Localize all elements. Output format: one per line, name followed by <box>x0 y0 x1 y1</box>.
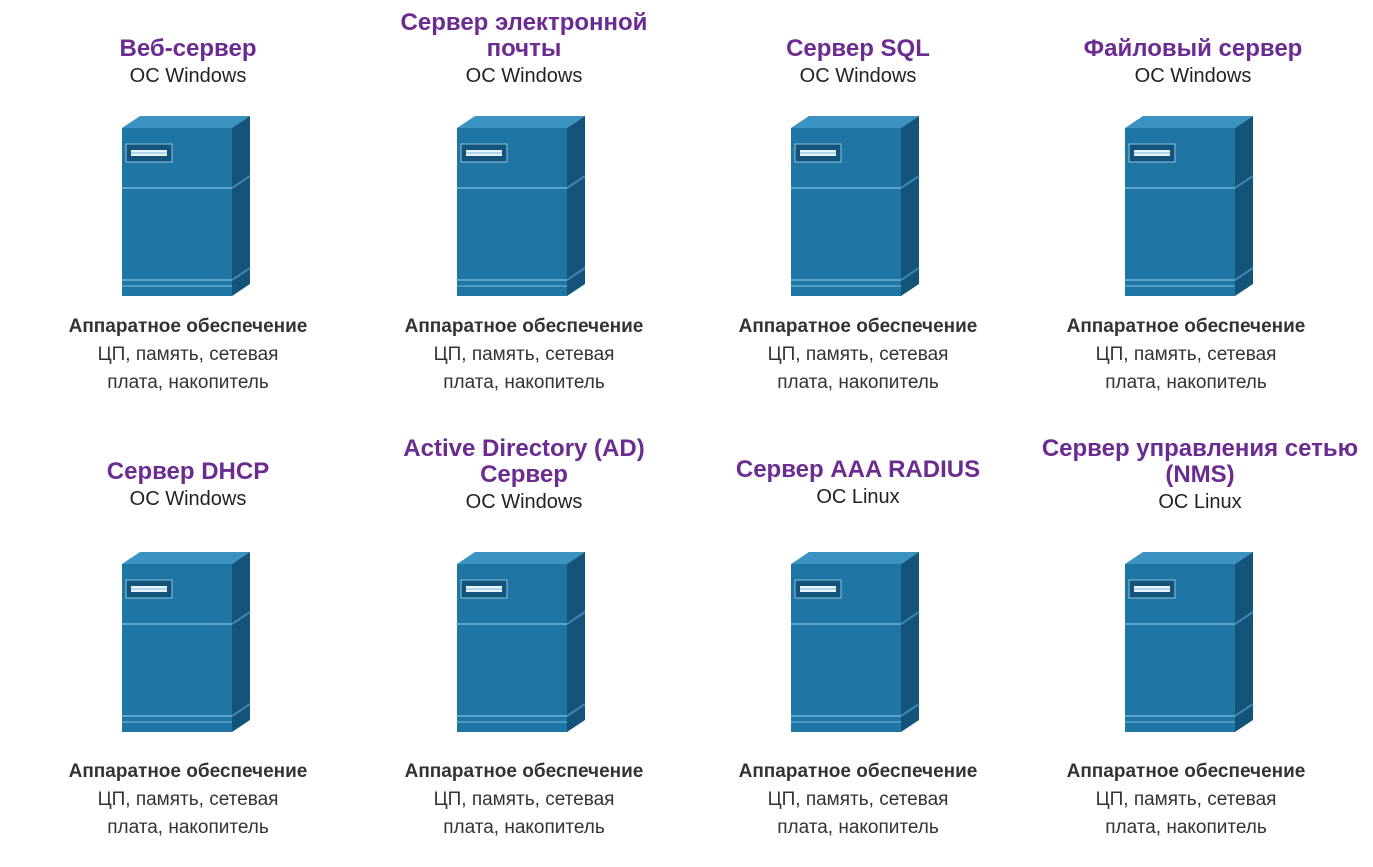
server-title-block: Сервер AAA RADIUS ОС Linux <box>683 457 1033 509</box>
hardware-title: Аппаратное обеспечение <box>68 761 308 782</box>
hardware-desc: ЦП, память, сетевая плата, накопитель <box>97 789 279 838</box>
hardware-caption: Аппаратное обеспечение ЦП, память, сетев… <box>1011 313 1361 397</box>
hardware-title: Аппаратное обеспечение <box>1066 761 1306 782</box>
hardware-desc: ЦП, память, сетевая плата, накопитель <box>1095 344 1277 393</box>
server-tower-icon <box>456 115 586 297</box>
server-title-block: Сервер DHCP ОС Windows <box>13 459 363 511</box>
hardware-desc: ЦП, память, сетевая плата, накопитель <box>1095 789 1277 838</box>
server-tower-icon <box>790 551 920 733</box>
server-tower-icon <box>456 551 586 733</box>
server-title-block: Сервер управления сетью (NMS) ОС Linux <box>1025 436 1373 514</box>
server-os: ОС Linux <box>816 486 900 508</box>
hardware-title: Аппаратное обеспечение <box>1066 316 1306 337</box>
hardware-title: Аппаратное обеспечение <box>738 761 978 782</box>
server-title: Сервер DHCP <box>106 458 270 485</box>
server-title: Веб-сервер <box>119 35 257 62</box>
server-title-block: Файловый сервер ОС Windows <box>1018 36 1368 88</box>
hardware-caption: Аппаратное обеспечение ЦП, память, сетев… <box>1011 758 1361 842</box>
server-title: Сервер AAA RADIUS <box>735 456 981 483</box>
hardware-caption: Аппаратное обеспечение ЦП, память, сетев… <box>683 313 1033 397</box>
hardware-caption: Аппаратное обеспечение ЦП, память, сетев… <box>349 758 699 842</box>
hardware-caption: Аппаратное обеспечение ЦП, память, сетев… <box>13 758 363 842</box>
server-title-block: Сервер электронной почты ОС Windows <box>349 10 699 88</box>
server-title-block: Веб-сервер ОС Windows <box>13 36 363 88</box>
server-tower-icon <box>121 551 251 733</box>
server-os: ОС Windows <box>465 491 583 513</box>
server-title: Файловый сервер <box>1083 35 1303 62</box>
hardware-title: Аппаратное обеспечение <box>68 316 308 337</box>
hardware-desc: ЦП, память, сетевая плата, накопитель <box>433 789 615 838</box>
server-os: ОС Linux <box>1158 491 1242 513</box>
hardware-desc: ЦП, память, сетевая плата, накопитель <box>97 344 279 393</box>
hardware-caption: Аппаратное обеспечение ЦП, память, сетев… <box>13 313 363 397</box>
hardware-caption: Аппаратное обеспечение ЦП, память, сетев… <box>349 313 699 397</box>
hardware-desc: ЦП, память, сетевая плата, накопитель <box>767 344 949 393</box>
server-title: Сервер управления сетью (NMS) <box>1041 435 1359 488</box>
server-tower-icon <box>1124 115 1254 297</box>
server-tower-icon <box>121 115 251 297</box>
hardware-title: Аппаратное обеспечение <box>738 316 978 337</box>
server-title: Сервер электронной почты <box>400 9 648 62</box>
server-title-block: Сервер SQL ОС Windows <box>683 36 1033 88</box>
server-tower-icon <box>1124 551 1254 733</box>
server-os: ОС Windows <box>1134 65 1252 87</box>
server-title: Сервер SQL <box>786 35 930 62</box>
hardware-desc: ЦП, память, сетевая плата, накопитель <box>767 789 949 838</box>
server-tower-icon <box>790 115 920 297</box>
server-os: ОС Windows <box>129 488 247 510</box>
hardware-caption: Аппаратное обеспечение ЦП, память, сетев… <box>683 758 1033 842</box>
server-os: ОС Windows <box>799 65 917 87</box>
server-title-block: Active Directory (AD) Сервер ОС Windows <box>349 436 699 514</box>
hardware-title: Аппаратное обеспечение <box>404 761 644 782</box>
server-title: Active Directory (AD) Сервер <box>403 435 645 488</box>
server-os: ОС Windows <box>465 65 583 87</box>
hardware-desc: ЦП, память, сетевая плата, накопитель <box>433 344 615 393</box>
hardware-title: Аппаратное обеспечение <box>404 316 644 337</box>
server-os: ОС Windows <box>129 65 247 87</box>
